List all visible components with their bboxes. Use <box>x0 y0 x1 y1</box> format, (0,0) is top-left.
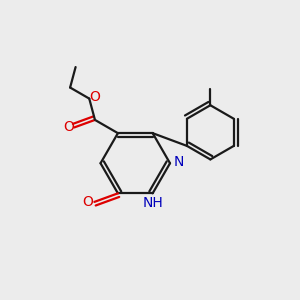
Text: O: O <box>63 121 74 134</box>
Text: N: N <box>174 155 184 169</box>
Text: NH: NH <box>142 196 163 210</box>
Text: O: O <box>82 195 93 209</box>
Text: O: O <box>89 90 100 104</box>
